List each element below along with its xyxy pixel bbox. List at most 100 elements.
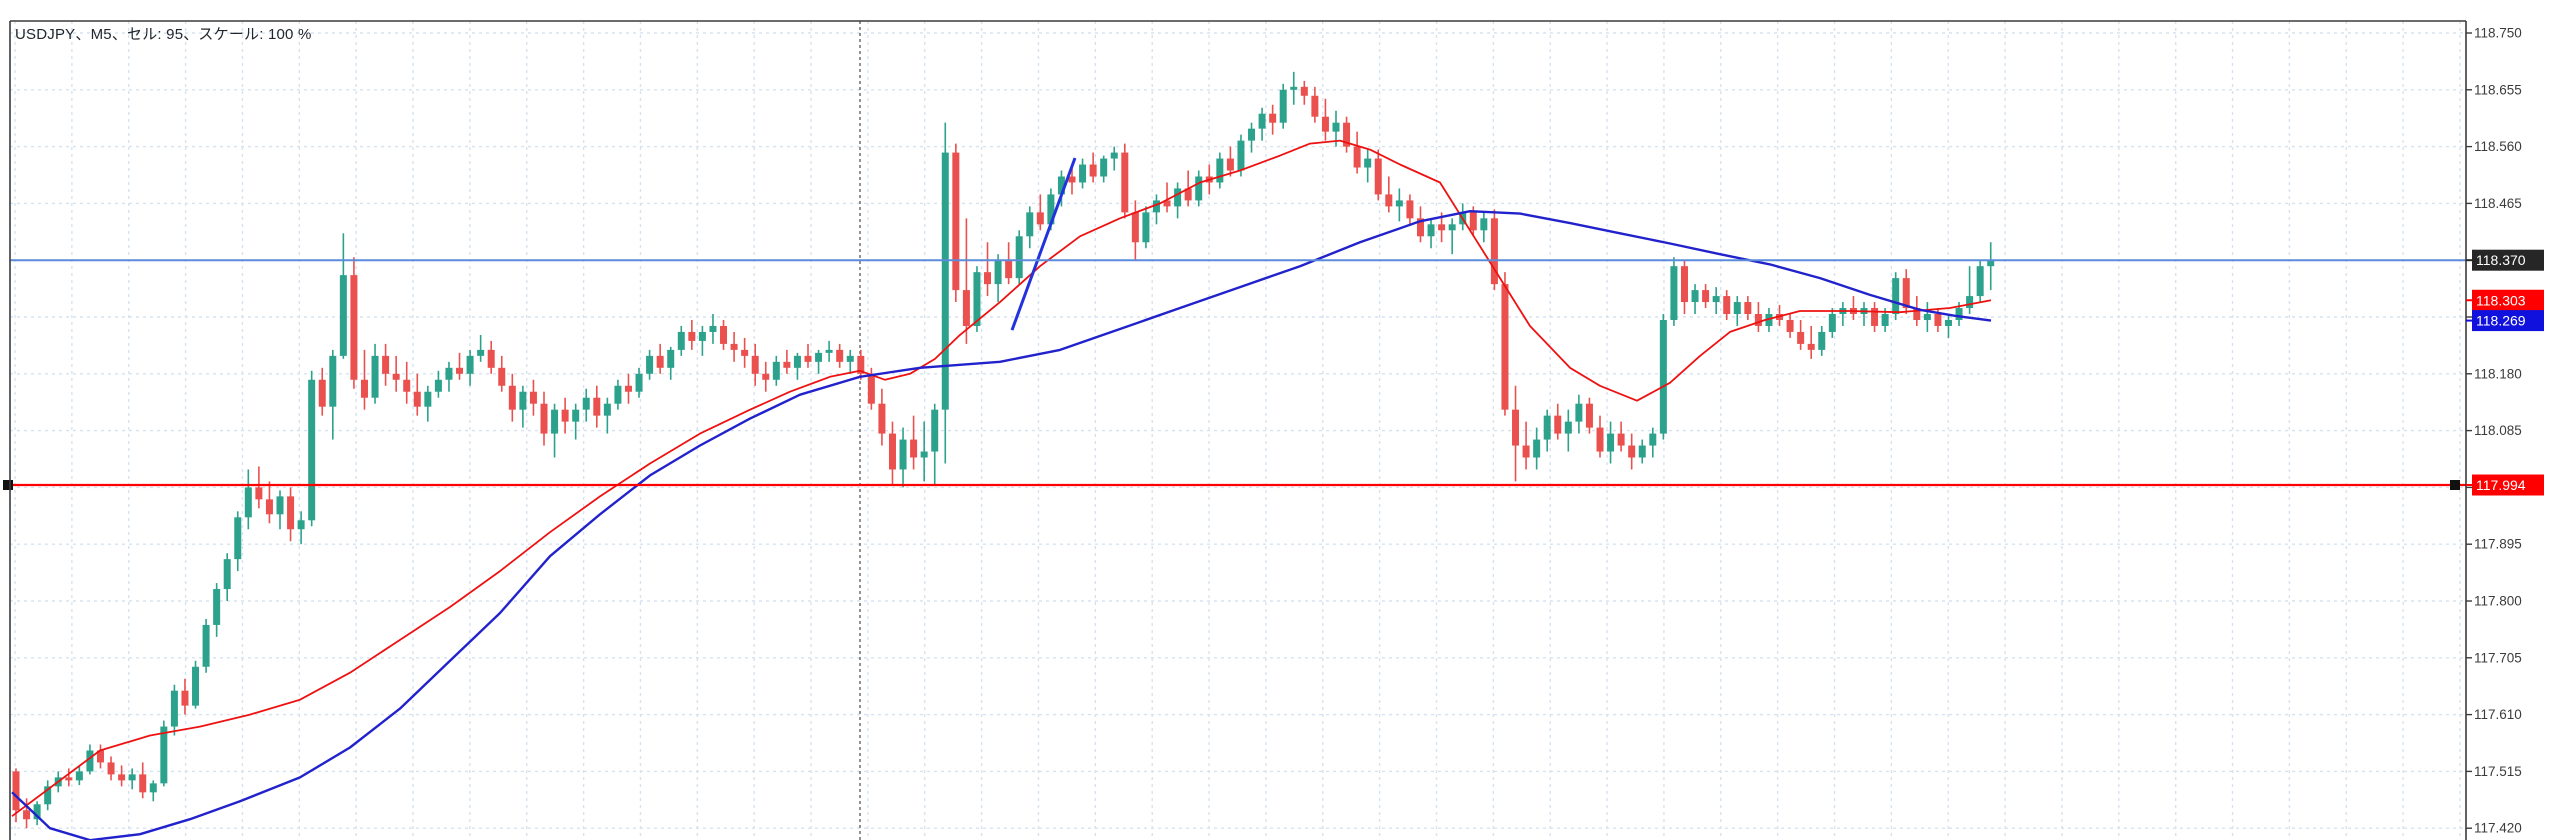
candle-body — [1955, 308, 1963, 320]
candle-body — [1712, 296, 1720, 303]
price-axis[interactable]: 118.750118.655118.560118.465118.370118.2… — [2466, 26, 2522, 836]
axis-tick-label: 118.655 — [2474, 82, 2522, 97]
ma-fast-red-line — [11, 139, 1992, 817]
candle-body — [1269, 113, 1277, 123]
candle-body — [1364, 158, 1372, 168]
trendline-object[interactable] — [1010, 157, 1077, 331]
candle-body — [1427, 224, 1435, 237]
candle-body — [1448, 224, 1456, 231]
candle-body — [234, 517, 242, 560]
candle-body — [1596, 427, 1604, 452]
candle-body — [1934, 314, 1942, 326]
marker-box — [2472, 310, 2544, 332]
hline-object[interactable] — [3, 480, 2466, 491]
candle-body — [635, 373, 643, 392]
candle-body — [170, 690, 178, 727]
candle-body — [1216, 158, 1224, 183]
candle-body — [445, 367, 453, 380]
candle-body — [403, 379, 411, 392]
candle-body — [371, 355, 379, 398]
candle-body — [624, 385, 632, 392]
candle-body — [656, 355, 664, 368]
candle-body — [287, 496, 295, 530]
axis-tick-label: 117.515 — [2474, 764, 2522, 779]
candle-body — [1944, 319, 1952, 326]
candle-body — [962, 290, 970, 326]
candle-body — [1438, 224, 1446, 231]
marker-box — [2472, 474, 2544, 496]
candle-body — [192, 666, 200, 706]
candle-body — [1786, 319, 1794, 332]
candle-body — [107, 762, 115, 775]
axis-tick-label: 117.420 — [2474, 821, 2522, 836]
candle-body — [1512, 409, 1520, 446]
candle-body — [1628, 445, 1636, 458]
candle-body — [825, 349, 833, 353]
candle-body — [1649, 433, 1657, 446]
candle-body — [1733, 302, 1741, 315]
marker-box — [2472, 289, 2544, 311]
candle-body — [1131, 212, 1139, 243]
hline-handle-right[interactable] — [2450, 480, 2460, 491]
axis-tick-label: 117.895 — [2474, 537, 2522, 552]
candle-body — [329, 355, 337, 407]
candle-body — [1279, 89, 1287, 123]
candle-body — [96, 750, 104, 763]
candle-body — [667, 349, 675, 368]
candle-body — [12, 771, 20, 811]
candle-body — [276, 496, 284, 515]
candle-body — [1163, 200, 1171, 207]
candle-body — [1638, 445, 1646, 458]
candle-body — [1533, 439, 1541, 458]
candle-body — [804, 355, 812, 362]
candle-body — [920, 451, 928, 458]
candle-body — [646, 355, 654, 374]
candle-body — [1036, 212, 1044, 225]
candle-body — [1490, 218, 1498, 285]
candle-body — [1152, 200, 1160, 213]
candle-body — [1501, 284, 1509, 410]
candle-body — [698, 331, 706, 341]
candle-body — [762, 373, 770, 380]
candle-body — [709, 325, 717, 332]
candle-body — [308, 379, 316, 521]
candle-body — [1300, 86, 1308, 96]
candle-body — [1976, 266, 1984, 297]
candle-body — [1258, 113, 1266, 129]
candle-body — [1195, 176, 1203, 201]
candle-body — [1585, 403, 1593, 428]
candle-body — [1248, 128, 1256, 141]
axis-tick-label: 118.180 — [2474, 366, 2522, 381]
candle-body — [1089, 164, 1097, 177]
candle-body — [1702, 290, 1710, 303]
candle-body — [730, 343, 738, 350]
candle-body — [1807, 343, 1815, 350]
candle-body — [1871, 308, 1879, 326]
candle-body — [846, 355, 854, 362]
candle-body — [899, 439, 907, 470]
candle-body — [75, 771, 83, 781]
candle-body — [244, 487, 252, 518]
candle-body — [984, 272, 992, 285]
candle-body — [434, 379, 442, 392]
candle-body — [498, 367, 506, 386]
candle-body — [1543, 415, 1551, 440]
candle-body — [1691, 290, 1699, 303]
candle-body — [1659, 319, 1667, 434]
axis-tick-label: 118.465 — [2474, 196, 2522, 211]
candle-body — [1026, 212, 1034, 237]
candle-body — [1374, 158, 1382, 195]
hline-handle-left[interactable] — [3, 480, 13, 491]
candle-body — [1966, 296, 1974, 309]
candle-body — [551, 409, 559, 434]
candle-body — [413, 391, 421, 407]
candle-body — [128, 774, 136, 781]
candle-body — [1343, 122, 1351, 147]
chart-title-overlay: USDJPY、M5、セル: 95、スケール: 100 % — [15, 26, 312, 43]
candle-body — [540, 403, 548, 434]
candle-body — [1617, 433, 1625, 446]
candle-body — [382, 355, 390, 374]
candle-body — [297, 520, 305, 530]
